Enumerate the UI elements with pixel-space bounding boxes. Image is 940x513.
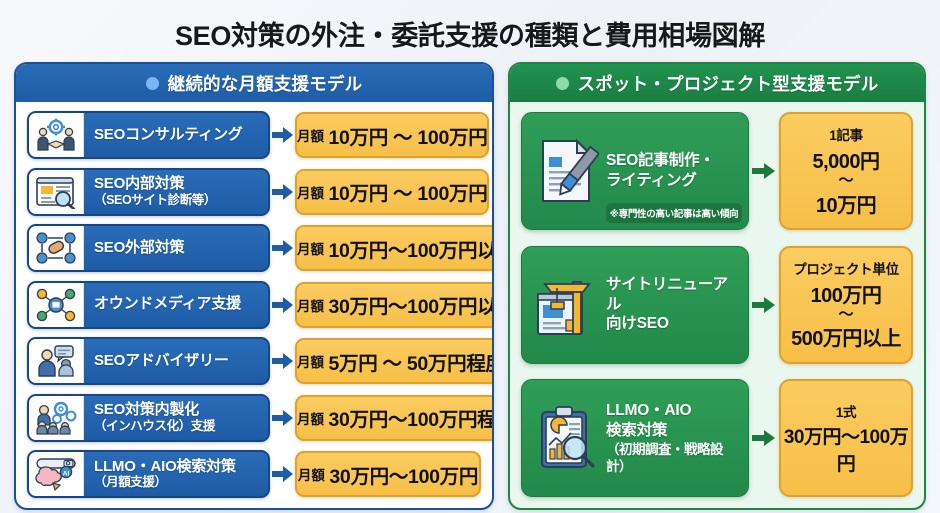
service-card[interactable]: SEO記事制作・ ライティング ※専門性の高い記事は高い傾向: [521, 112, 749, 230]
arrow-icon: [749, 112, 779, 230]
arrow-icon: [270, 126, 295, 144]
table-row[interactable]: SEO外部対策 月額 10万円～100万円以上: [27, 224, 492, 272]
green-dot-icon: [555, 76, 569, 90]
table-row[interactable]: SEO内部対策 （SEOサイト診断等） 月額 10万円 ～ 100万円: [27, 167, 490, 216]
service-chip[interactable]: SEOコンサルティング: [27, 111, 270, 159]
table-row[interactable]: SEOコンサルティング 月額 10万円 ～ 100万円: [27, 111, 490, 159]
service-card[interactable]: LLMO・AIO 検索対策 （初期調査・戦略設計）: [521, 379, 749, 497]
table-row[interactable]: AI LLMO・AIO検索対策 （月額支援） 月額 30万円～100万円: [27, 450, 481, 498]
list-item[interactable]: サイトリニューアル 向けSEO プロジェクト単位 100万円 ～ 500万円以上: [521, 245, 913, 364]
price-box: プロジェクト単位 100万円 ～ 500万円以上: [779, 245, 913, 364]
document-pen-icon: [522, 138, 606, 204]
team-gears-icon: [29, 395, 84, 440]
price-box: 月額 30万円～100万円: [295, 451, 481, 497]
service-card[interactable]: サイトリニューアル 向けSEO: [521, 245, 749, 364]
left-panel-header: 継続的な月額支援モデル: [16, 64, 492, 102]
page-title: SEO対策の外注・委託支援の種類と費用相場図解: [174, 21, 766, 51]
service-label: SEO対策内製化 （インハウス化）支援: [94, 401, 216, 433]
arrow-icon: [749, 379, 779, 497]
price-box: 月額 10万円 ～ 100万円: [295, 112, 490, 158]
service-label: SEOアドバイザリー: [94, 351, 229, 369]
crane-website-icon: [522, 272, 606, 338]
price-box: 月額 10万円～100万円以上: [295, 225, 492, 271]
list-item[interactable]: SEO記事制作・ ライティング ※専門性の高い記事は高い傾向 1記事 5,000…: [521, 112, 913, 230]
price-box: 月額 5万円 ～ 50万円程度: [295, 338, 492, 384]
price-box: 月額 30万円～100万円以上: [295, 281, 492, 328]
arrow-icon: [270, 239, 295, 257]
service-label: SEO外部対策: [94, 238, 185, 256]
service-label: SEO内部対策 （SEOサイト診断等）: [94, 175, 216, 207]
list-item[interactable]: LLMO・AIO 検索対策 （初期調査・戦略設計） 1式 30万円～100万円: [521, 379, 913, 497]
service-chip[interactable]: SEO内部対策 （SEOサイト診断等）: [27, 167, 270, 216]
handshake-gear-icon: [29, 113, 84, 157]
arrow-icon: [749, 246, 779, 364]
service-label: SEOコンサルティング: [94, 125, 243, 143]
price-box: 月額 10万円 ～ 100万円: [295, 168, 490, 215]
card-note: ※専門性の高い記事は高い傾向: [606, 203, 742, 223]
service-label: オウンドメディア支援: [94, 295, 241, 313]
service-chip[interactable]: SEOアドバイザリー: [27, 337, 270, 385]
service-chip[interactable]: SEO外部対策: [27, 224, 270, 272]
table-row[interactable]: オウンドメディア支援 月額 30万円～100万円以上: [27, 280, 492, 329]
service-card-title: LLMO・AIO 検索対策 （初期調査・戦略設計）: [606, 401, 724, 474]
service-chip[interactable]: オウンドメディア支援: [27, 280, 270, 329]
media-hub-icon: [29, 282, 84, 327]
service-chip[interactable]: SEO対策内製化 （インハウス化）支援: [27, 393, 270, 442]
brain-search-icon: AI: [29, 452, 84, 496]
service-card-title: SEO記事制作・ ライティング: [606, 152, 715, 189]
monthly-support-panel: 継続的な月額支援モデル: [14, 62, 494, 510]
clipboard-chart-magnifier-icon: [522, 405, 606, 471]
spot-project-panel: スポット・プロジェクト型支援モデル: [508, 62, 926, 510]
service-chip[interactable]: AI LLMO・AIO検索対策 （月額支援）: [27, 450, 270, 498]
panels-container: 継続的な月額支援モデル: [0, 62, 940, 510]
left-rows: SEOコンサルティング 月額 10万円 ～ 100万円: [16, 102, 492, 508]
table-row[interactable]: SEO対策内製化 （インハウス化）支援 月額 30万円～100万円程度: [27, 393, 492, 442]
link-network-icon: [29, 226, 84, 270]
right-cards: SEO記事制作・ ライティング ※専門性の高い記事は高い傾向 1記事 5,000…: [510, 102, 924, 508]
right-panel-header: スポット・プロジェクト型支援モデル: [510, 64, 924, 102]
table-row[interactable]: SEOアドバイザリー 月額 5万円 ～ 50万円程度: [27, 337, 492, 385]
price-box: 月額 30万円～100万円程度: [295, 394, 492, 441]
price-box: 1記事 5,000円 ～ 10万円: [779, 112, 913, 230]
price-box: 1式 30万円～100万円: [779, 379, 913, 497]
arrow-icon: [270, 409, 295, 427]
blue-dot-icon: [145, 76, 159, 90]
service-label: LLMO・AIO検索対策 （月額支援）: [94, 457, 236, 490]
arrow-icon: [270, 352, 295, 370]
arrow-icon: [270, 183, 295, 201]
advisor-speech-icon: [29, 339, 84, 383]
service-card-title: サイトリニューアル 向けSEO: [606, 275, 728, 333]
svg-text:AI: AI: [63, 470, 70, 477]
left-panel-header-label: 継続的な月額支援モデル: [167, 73, 363, 94]
webpage-magnifier-icon: [29, 169, 84, 214]
right-panel-header-label: スポット・プロジェクト型支援モデル: [577, 73, 879, 94]
arrow-icon: [270, 465, 295, 483]
arrow-icon: [270, 296, 295, 314]
